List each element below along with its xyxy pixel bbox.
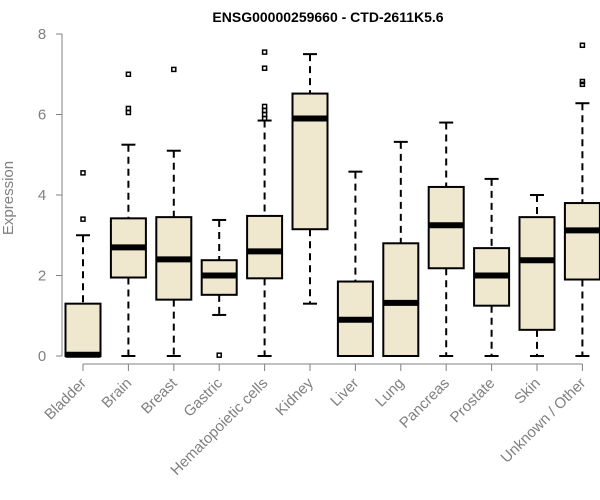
x-tick-label: Prostate <box>447 375 499 427</box>
outlier-point <box>171 66 177 73</box>
y-tick-label: 2 <box>38 268 46 285</box>
y-tick-label: 8 <box>38 26 46 43</box>
x-tick-label: Breast <box>138 374 181 417</box>
outlier-point <box>579 81 586 88</box>
outlier-point <box>261 49 268 55</box>
y-axis-label: Expression <box>0 161 17 235</box>
box-bladder <box>64 302 102 357</box>
outlier-point <box>579 78 586 85</box>
x-tick-label: Bladder <box>41 375 90 424</box>
box-hematopoietic-cells <box>246 214 284 280</box>
y-tick-label: 4 <box>38 187 46 204</box>
x-tick-label: Liver <box>327 375 362 410</box>
box-unknown-other <box>563 202 600 281</box>
x-tick-label: Lung <box>372 375 408 411</box>
outlier-point <box>261 65 268 71</box>
outlier-point <box>125 71 132 77</box>
outlier-point <box>261 103 268 110</box>
x-tick-label: Unknown / Other <box>498 375 590 467</box>
box-lung <box>382 242 420 357</box>
x-tick-label: Brain <box>98 375 135 412</box>
box-skin <box>518 216 556 331</box>
outlier-point <box>579 42 586 49</box>
y-tick-label: 0 <box>38 348 46 365</box>
outlier-point <box>80 170 86 176</box>
outlier-point <box>80 216 86 222</box>
outlier-point <box>216 352 222 358</box>
outlier-point <box>125 105 132 112</box>
x-tick-label: Pancreas <box>396 375 453 432</box>
x-tick-label: Skin <box>511 375 544 408</box>
chart-title: ENSG00000259660 - CTD-2611K5.6 <box>212 9 443 25</box>
box-kidney <box>291 92 329 231</box>
x-tick-label: Kidney <box>272 374 317 419</box>
y-tick-label: 6 <box>38 107 46 124</box>
